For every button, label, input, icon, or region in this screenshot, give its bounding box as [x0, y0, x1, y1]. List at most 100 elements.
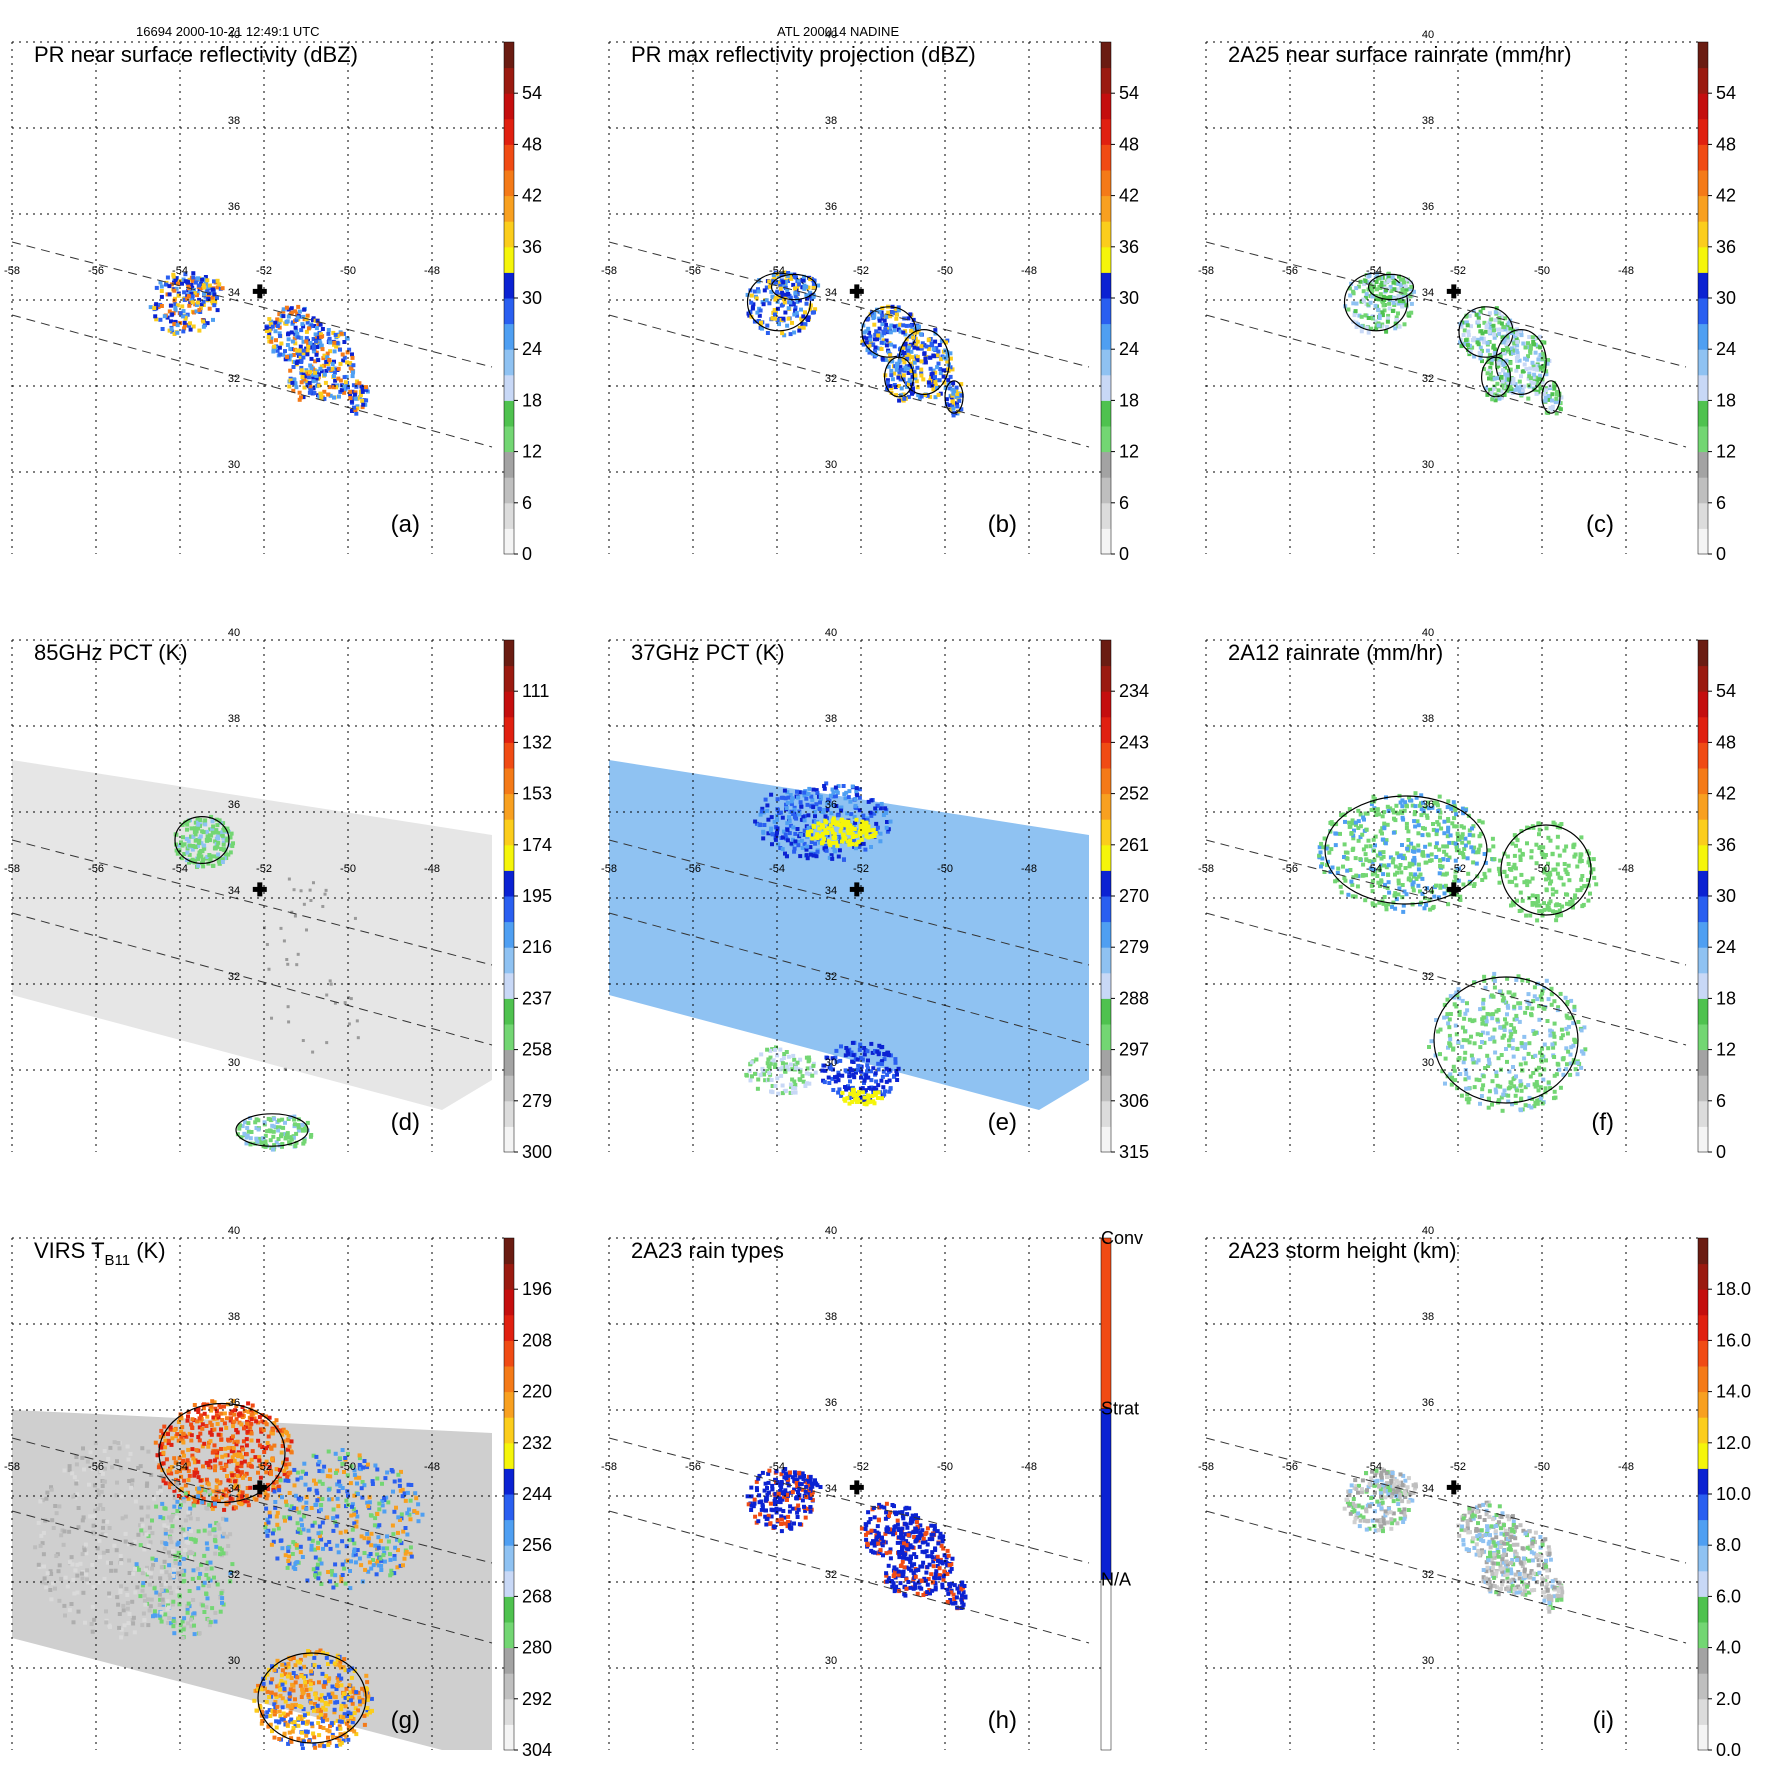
data-cell: [208, 1459, 213, 1464]
data-cell: [1382, 825, 1387, 830]
data-cell: [207, 833, 212, 838]
data-cell: [1529, 849, 1534, 854]
data-cell: [802, 286, 807, 291]
data-cell: [1395, 870, 1400, 875]
lon-label: -50: [937, 863, 953, 875]
data-cell: [1489, 390, 1494, 395]
data-cell: [1492, 332, 1497, 337]
data-cell: [226, 1402, 230, 1407]
data-cell: [766, 1057, 771, 1062]
data-cell: [1429, 1039, 1434, 1044]
colorbar-tick: 252: [1119, 784, 1149, 804]
data-cell: [857, 844, 862, 849]
data-cell: [1386, 863, 1391, 868]
data-cell: [848, 1091, 853, 1096]
data-cell: [301, 339, 306, 344]
data-cell: [1377, 812, 1381, 817]
data-cell: [186, 1409, 191, 1414]
data-cell: [937, 378, 942, 383]
data-cell: [951, 413, 956, 418]
data-cell: [350, 355, 355, 360]
data-cell: [1317, 853, 1322, 858]
data-cell: [1515, 364, 1520, 369]
data-cell: [758, 308, 763, 313]
data-cell: [1485, 1053, 1490, 1058]
data-cell: [272, 1145, 277, 1150]
data-cell: [253, 1455, 258, 1460]
data-cell: [1447, 1025, 1452, 1030]
data-cell: [1552, 386, 1557, 391]
data-cell: [945, 353, 950, 358]
data-cell: [1449, 1082, 1454, 1087]
data-cell: [347, 1022, 351, 1026]
data-cell: [288, 368, 293, 373]
data-cell: [293, 309, 298, 314]
colorbar-tick: 42: [522, 186, 542, 206]
data-cell: [1466, 1075, 1471, 1080]
data-cell: [1400, 804, 1405, 809]
colorbar-segment: [1101, 1024, 1111, 1051]
data-cell: [759, 320, 763, 325]
data-cell: [283, 1429, 288, 1434]
data-cell: [1566, 863, 1571, 868]
data-cell: [1382, 895, 1387, 899]
data-cell: [1368, 844, 1373, 849]
data-cell: [1380, 310, 1385, 315]
data-cell: [1523, 1085, 1528, 1090]
data-cell: [1506, 1005, 1511, 1010]
swath-edge-dashed: [609, 912, 1090, 1046]
data-cell: [904, 381, 909, 386]
data-cell: [1379, 863, 1384, 868]
data-cell: [1406, 877, 1411, 882]
data-cell: [876, 1052, 881, 1057]
data-cell: [800, 1074, 805, 1079]
data-cell: [1565, 901, 1569, 906]
data-cell: [892, 383, 897, 387]
data-cell: [1525, 841, 1529, 846]
data-cell: [1554, 390, 1559, 394]
data-cell: [1470, 345, 1475, 350]
data-cell: [255, 1139, 260, 1144]
data-cell: [773, 316, 778, 321]
data-cell: [1356, 808, 1361, 813]
data-cell: [202, 1402, 206, 1407]
data-cell: [1369, 883, 1374, 888]
colorbar-tick: 258: [522, 1040, 552, 1060]
lon-label: -54: [769, 265, 785, 277]
panel-title: 37GHz PCT (K): [631, 640, 785, 665]
data-cell: [1464, 1097, 1469, 1102]
data-cell: [1557, 1067, 1562, 1072]
data-cell: [351, 370, 355, 375]
lat-label: 40: [228, 627, 240, 639]
data-cell: [228, 850, 233, 855]
data-cell: [301, 372, 306, 377]
data-cell: [1354, 325, 1359, 329]
data-cell: [214, 828, 219, 833]
data-cell: [1517, 358, 1522, 363]
data-cell: [1384, 324, 1389, 329]
data-cell: [172, 288, 177, 293]
data-cell: [226, 852, 231, 857]
data-cell: [875, 825, 880, 830]
data-cell: [877, 335, 882, 340]
data-cell: [233, 1483, 238, 1488]
data-cell: [1537, 1004, 1541, 1009]
colorbar-tick: 6: [522, 493, 532, 513]
data-cell: [1523, 345, 1528, 350]
data-cell: [1461, 1060, 1466, 1065]
data-cell: [811, 281, 816, 286]
data-cell: [888, 353, 893, 358]
data-cell: [332, 370, 337, 375]
data-cell: [834, 1048, 839, 1053]
data-cell: [1462, 328, 1467, 333]
data-cell: [931, 379, 936, 384]
data-cell: [904, 354, 909, 358]
lon-label: -54: [1366, 265, 1382, 277]
data-cell: [1493, 318, 1498, 323]
data-cell: [274, 1467, 279, 1472]
colorbar-segment: [1101, 374, 1111, 401]
data-cell: [883, 1052, 888, 1057]
data-cell: [850, 1100, 855, 1104]
data-cell: [1454, 1004, 1459, 1009]
